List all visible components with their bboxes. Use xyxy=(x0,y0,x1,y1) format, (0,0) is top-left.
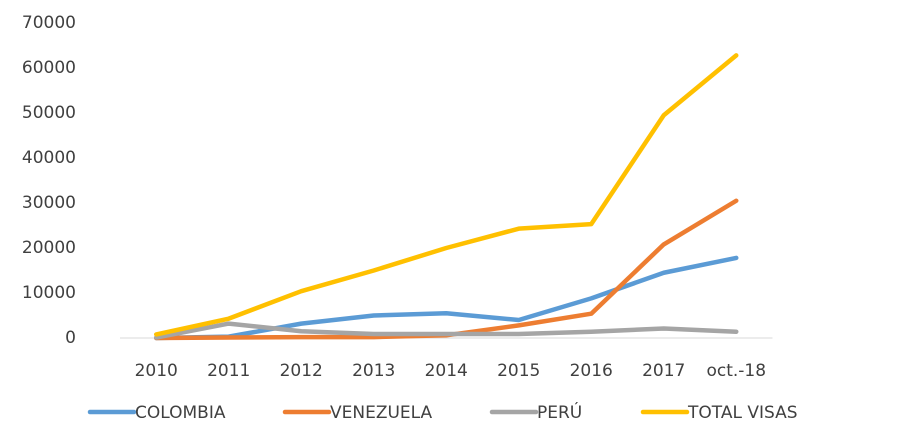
y-tick-label: 70000 xyxy=(22,13,76,33)
y-tick-label: 40000 xyxy=(22,148,76,168)
series-line xyxy=(154,255,739,341)
y-tick-label: 20000 xyxy=(22,238,76,258)
y-tick-label: 10000 xyxy=(22,283,76,303)
series-line xyxy=(154,321,739,340)
x-tick-label: 2011 xyxy=(207,361,250,381)
series-line xyxy=(154,198,739,341)
x-tick-label: 2013 xyxy=(352,361,395,381)
y-tick-label: 0 xyxy=(65,328,76,348)
y-tick-label: 30000 xyxy=(22,193,76,213)
legend-label: TOTAL VISAS xyxy=(687,403,798,423)
legend-label: COLOMBIA xyxy=(135,403,226,423)
x-tick-label: 2016 xyxy=(570,361,613,381)
x-tick-label: 2014 xyxy=(425,361,468,381)
y-tick-label: 50000 xyxy=(22,103,76,123)
series-line xyxy=(154,53,739,337)
legend-label: VENEZUELA xyxy=(330,403,433,423)
legend-label: PERÚ xyxy=(537,401,582,423)
x-tick-label: oct.-18 xyxy=(706,361,766,381)
y-tick-label: 60000 xyxy=(22,58,76,78)
x-tick-label: 2017 xyxy=(642,361,685,381)
x-tick-label: 2012 xyxy=(280,361,323,381)
x-tick-label: 2015 xyxy=(497,361,540,381)
x-tick-label: 2010 xyxy=(135,361,178,381)
